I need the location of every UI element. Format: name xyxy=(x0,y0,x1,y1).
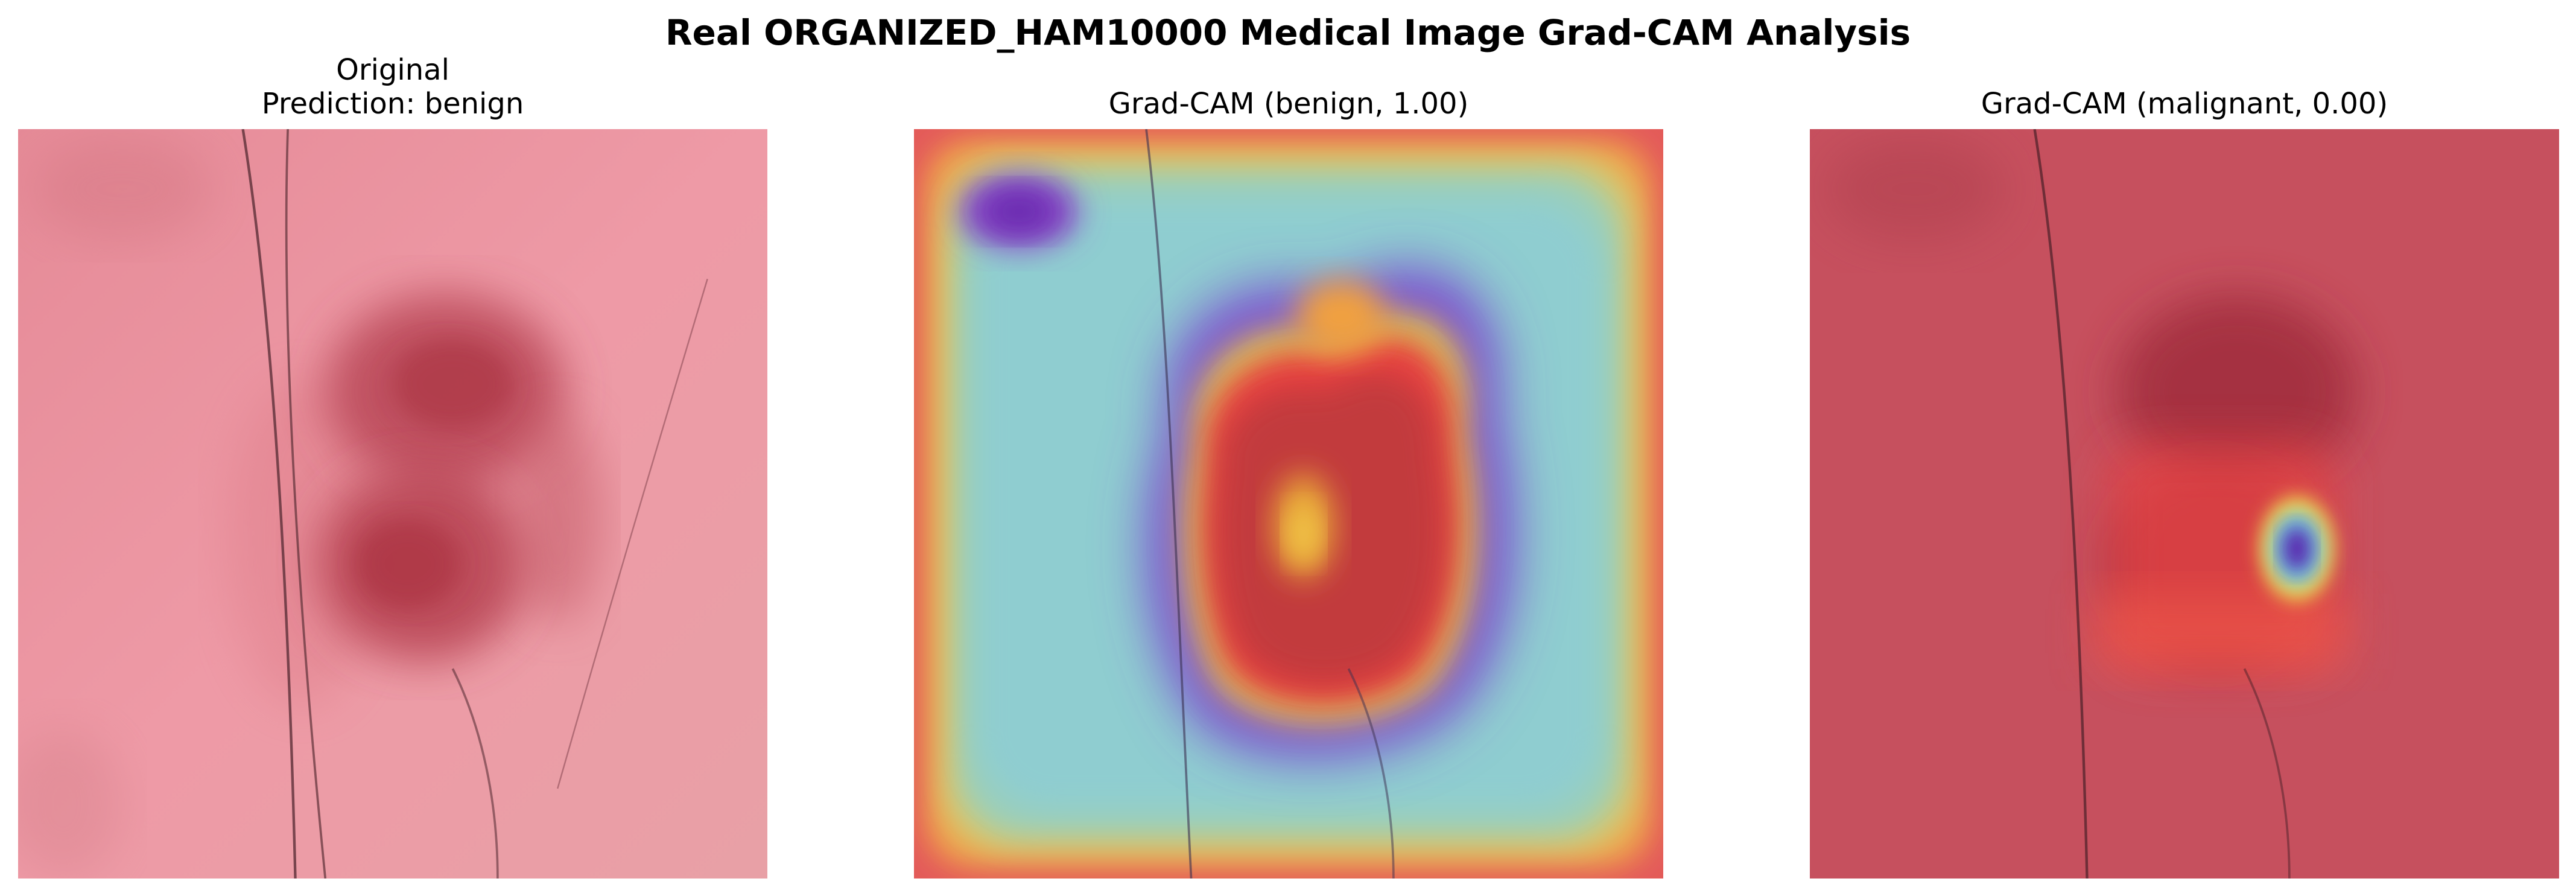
panel-title-line2: Grad-CAM (malignant, 0.00) xyxy=(1981,87,2388,121)
panel-gradcam-malignant: Grad-CAM (malignant, 0.00) xyxy=(1810,52,2559,879)
panel-gradcam-benign: Grad-CAM (benign, 1.00) xyxy=(914,52,1663,879)
panel-title: Grad-CAM (malignant, 0.00) xyxy=(1810,52,2559,121)
panel-title-line2: Prediction: benign xyxy=(261,87,524,121)
panel-title-line2: Grad-CAM (benign, 1.00) xyxy=(1108,87,1469,121)
figure-title: Real ORGANIZED_HAM10000 Medical Image Gr… xyxy=(665,12,1911,53)
panel-title: Grad-CAM (benign, 1.00) xyxy=(914,52,1663,121)
panel-title-line1: Original xyxy=(336,53,449,87)
gradcam-benign-heatmap xyxy=(914,129,1663,879)
gradcam-malignant-heatmap xyxy=(1810,129,2559,879)
original-dermoscopy-image xyxy=(18,129,767,879)
panel-original: Original Prediction: benign xyxy=(18,52,767,879)
panel-title: Original Prediction: benign xyxy=(18,52,767,121)
